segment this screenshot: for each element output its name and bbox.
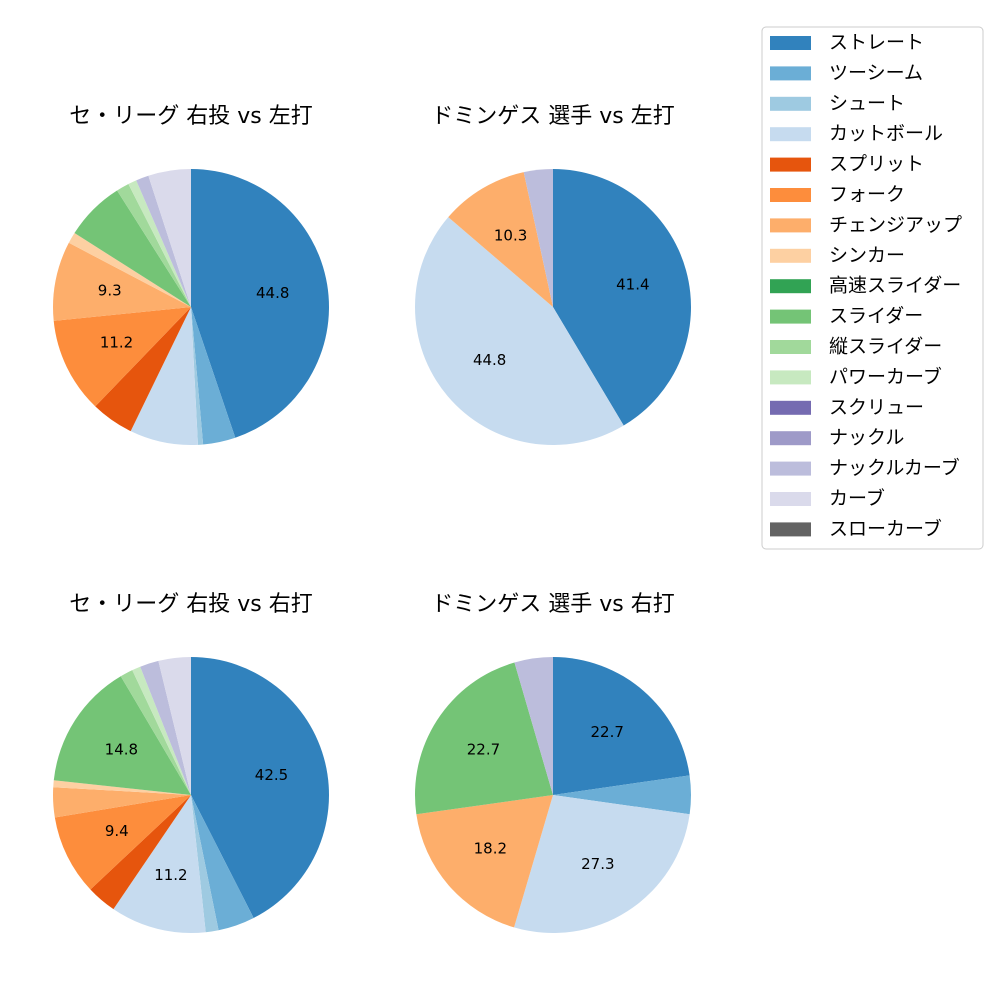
pie-slice [191,307,204,445]
value-label: 22.7 [591,723,624,741]
chart-title: セ・リーグ 右投 vs 左打 [69,104,312,129]
legend-swatch [770,66,811,81]
value-label: 18.2 [474,840,507,858]
legend-swatch [770,309,811,324]
value-label: 27.3 [581,855,614,873]
chart-title: セ・リーグ 右投 vs 右打 [69,592,312,617]
pie-slice [120,670,191,795]
legend-label: スプリット [829,153,924,175]
legend-label: パワーカーブ [829,365,942,388]
legend-swatch [770,188,811,202]
pie-slice [191,307,236,445]
value-label: 41.4 [616,276,649,294]
legend-swatch [770,522,811,537]
pie-slice [553,775,691,815]
pie-slice [191,795,219,933]
value-label: 10.3 [494,226,527,244]
pie-slice [416,795,553,928]
legend-swatch [770,157,811,172]
legend-swatch [770,461,811,476]
value-label: 44.8 [256,284,289,302]
value-label: 11.2 [100,334,133,352]
legend-swatch [770,248,811,263]
legend-label: シュート [829,92,905,114]
legend-swatch [770,279,811,294]
pie-slice [53,676,191,795]
legend-label: シンカー [829,244,905,266]
pie-slice [53,787,191,818]
chart-title: ドミンゲス 選手 vs 左打 [431,104,674,129]
legend-swatch [770,127,811,142]
pie-slice [68,233,191,307]
pie-slice [54,795,191,890]
legend-label: スローカーブ [829,517,942,540]
pie-slice [553,169,691,426]
pie-slice [117,184,191,307]
legend-label: ナックルカーブ [829,456,960,479]
pie-slice [90,795,191,910]
legend-box [761,26,984,550]
pie-slice [514,795,690,933]
legend-swatch [770,96,811,111]
pie-slice [523,169,553,307]
legend-swatch [770,370,811,385]
pie-slice [415,662,553,815]
legend-label: スライダー [829,305,923,327]
pie-slice [158,657,191,795]
legend-label: チェンジアップ [829,214,962,236]
pie-slice [191,795,254,931]
legend-swatch [770,340,811,354]
value-label: 11.2 [154,866,187,884]
pie-slice [130,307,198,445]
value-label: 9.4 [105,822,129,840]
pie-slice [136,175,191,307]
legend-swatch [770,218,811,233]
chart-title: ドミンゲス 選手 vs 右打 [431,592,674,617]
value-label: 42.5 [255,766,288,784]
pie-slice [53,780,192,795]
pie-slice [132,666,191,795]
pie-slice [191,657,330,918]
legend-label: フォーク [829,184,905,206]
pie-slice [95,307,191,432]
value-label: 9.3 [98,282,122,300]
legend-label: ストレート [829,32,924,54]
legend-swatch [770,36,811,50]
legend-swatch [770,400,811,415]
legend-label: ツーシーム [829,62,923,84]
legend-label: ナックル [829,427,904,449]
pie-slice [553,657,690,795]
legend-label: 高速スライダー [829,275,961,297]
pie-slice [53,242,192,321]
legend-label: 縦スライダー [829,336,942,358]
legend-label: スクリュー [829,396,924,418]
value-label: 14.8 [105,741,138,759]
pie-slice [191,169,329,438]
pie-slice [415,217,624,445]
pie-slice [514,657,553,795]
pie-slice [140,660,191,795]
pie-slice [113,795,206,934]
pie-slice [448,172,553,307]
pie-slice [128,180,191,307]
legend-swatch [770,492,811,506]
pie-slice [53,307,191,407]
legend-label: カーブ [829,487,885,510]
value-label: 44.8 [473,351,506,369]
legend-swatch [770,431,811,446]
legend-label: カットボール [829,123,943,145]
pie-slice [74,190,191,307]
pie-slice [148,169,191,307]
value-label: 22.7 [467,741,500,759]
